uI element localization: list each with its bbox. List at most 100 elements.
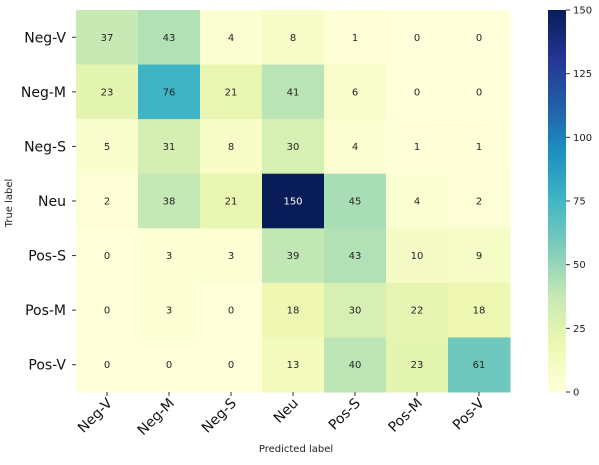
heatmap-cell: [262, 337, 325, 393]
heatmap-cell: [200, 119, 263, 175]
heatmap-cell-value: 37: [101, 33, 114, 44]
y-tick-labels: Neg-V Neg-M Neg-S Neu Pos-S Pos-M Pos-V: [21, 30, 76, 374]
heatmap-cell-value: 40: [349, 360, 362, 371]
heatmap-cell-value: 21: [225, 196, 238, 207]
heatmap-cell: [448, 337, 511, 393]
heatmap-cell: [386, 119, 449, 175]
heatmap-cell-value: 3: [166, 251, 172, 262]
heatmap-cell: [448, 228, 511, 284]
heatmap-cell: [76, 173, 139, 229]
heatmap-cell: [262, 173, 325, 229]
heatmap-cell-value: 150: [283, 196, 302, 207]
y-tick-label: Pos-V: [28, 358, 66, 374]
heatmap-cell: [200, 337, 263, 393]
heatmap-cell: [324, 173, 387, 229]
y-tick-label: Neg-V: [24, 30, 66, 46]
heatmap-cell: [200, 64, 263, 120]
colorbar-tick-label: 50: [573, 260, 586, 271]
heatmap-cell-value: 1: [352, 33, 358, 44]
heatmap-cell-value: 0: [228, 360, 234, 371]
x-tick-label: Neu: [271, 396, 302, 427]
heatmap-cell: [200, 173, 263, 229]
heatmap-cell-value: 61: [473, 360, 486, 371]
colorbar-tick-label: 25: [573, 324, 586, 335]
colorbar: [548, 10, 566, 392]
heatmap-cell: [76, 64, 139, 120]
heatmap-cell-value: 9: [476, 251, 482, 262]
heatmap-cell-value: 23: [101, 87, 114, 98]
heatmap-cell-value: 41: [287, 87, 300, 98]
heatmap-cell: [386, 228, 449, 284]
heatmap-cell: [448, 173, 511, 229]
heatmap-cell: [386, 337, 449, 393]
heatmap-cell-value: 0: [104, 306, 110, 317]
colorbar-tick-label: 150: [573, 6, 592, 17]
heatmap-cell-value: 39: [287, 251, 300, 262]
heatmap-cell-value: 4: [414, 196, 420, 207]
heatmap-cell-value: 0: [228, 306, 234, 317]
heatmap-cell: [448, 10, 511, 66]
heatmap-cell: [138, 173, 201, 229]
heatmap-cell: [262, 64, 325, 120]
heatmap-cell: [448, 282, 511, 338]
heatmap-cell: [138, 337, 201, 393]
heatmap-cell: [262, 228, 325, 284]
y-tick-label: Neg-S: [24, 139, 66, 155]
heatmap-cell-value: 18: [287, 306, 300, 317]
heatmap-cell-value: 0: [104, 360, 110, 371]
heatmap-cell-value: 23: [411, 360, 424, 371]
heatmap-cell-value: 6: [352, 87, 358, 98]
heatmap-cell: [76, 282, 139, 338]
y-tick-label: Pos-M: [25, 303, 66, 319]
heatmap-cell-value: 30: [287, 142, 300, 153]
x-tick-label: Pos-M: [386, 396, 426, 436]
heatmap-cell-value: 43: [163, 33, 176, 44]
heatmap-cell-value: 8: [228, 142, 234, 153]
heatmap-cells: [76, 10, 511, 393]
heatmap-cell: [386, 10, 449, 66]
y-tick-label: Pos-S: [28, 249, 66, 265]
x-axis-label: Predicted label: [259, 444, 333, 455]
x-tick-label: Pos-S: [326, 395, 364, 433]
heatmap-cell: [138, 64, 201, 120]
heatmap-cell-value: 4: [228, 33, 234, 44]
heatmap-cell-value: 3: [228, 251, 234, 262]
heatmap-cell-value: 0: [414, 87, 420, 98]
heatmap-cell-value: 76: [163, 87, 176, 98]
heatmap-cell-value: 0: [104, 251, 110, 262]
heatmap-cell: [76, 119, 139, 175]
heatmap-cell: [200, 282, 263, 338]
y-tick-label: Neg-M: [21, 85, 66, 101]
heatmap-cell: [324, 337, 387, 393]
heatmap-cell: [76, 337, 139, 393]
y-tick-label: Neu: [38, 194, 66, 210]
heatmap-cell-value: 0: [476, 87, 482, 98]
heatmap-cell: [138, 228, 201, 284]
heatmap-cell-value: 1: [414, 142, 420, 153]
heatmap-cell: [76, 10, 139, 66]
heatmap-cell-value: 21: [225, 87, 238, 98]
heatmap-cell: [386, 64, 449, 120]
heatmap-cell: [324, 119, 387, 175]
heatmap-cell-value: 18: [473, 306, 486, 317]
heatmap-cell-value: 0: [476, 33, 482, 44]
colorbar-tick-label: 75: [573, 197, 586, 208]
heatmap-cell: [76, 228, 139, 284]
heatmap-cell: [324, 282, 387, 338]
colorbar-tick-label: 0: [573, 388, 579, 399]
colorbar-tick-labels: 0 25 50 75 100 125 150: [566, 6, 592, 399]
heatmap-cell: [448, 64, 511, 120]
heatmap-cell: [262, 119, 325, 175]
heatmap-cell: [448, 119, 511, 175]
heatmap-cell-value: 4: [352, 142, 358, 153]
heatmap-cell: [324, 228, 387, 284]
heatmap-cell-value: 0: [166, 360, 172, 371]
colorbar-tick-label: 125: [573, 69, 592, 80]
heatmap-cell-value: 8: [290, 33, 296, 44]
heatmap-cell: [138, 119, 201, 175]
heatmap-cell-value: 5: [104, 142, 110, 153]
heatmap-cell-value: 13: [287, 360, 300, 371]
heatmap-cell-value: 43: [349, 251, 362, 262]
